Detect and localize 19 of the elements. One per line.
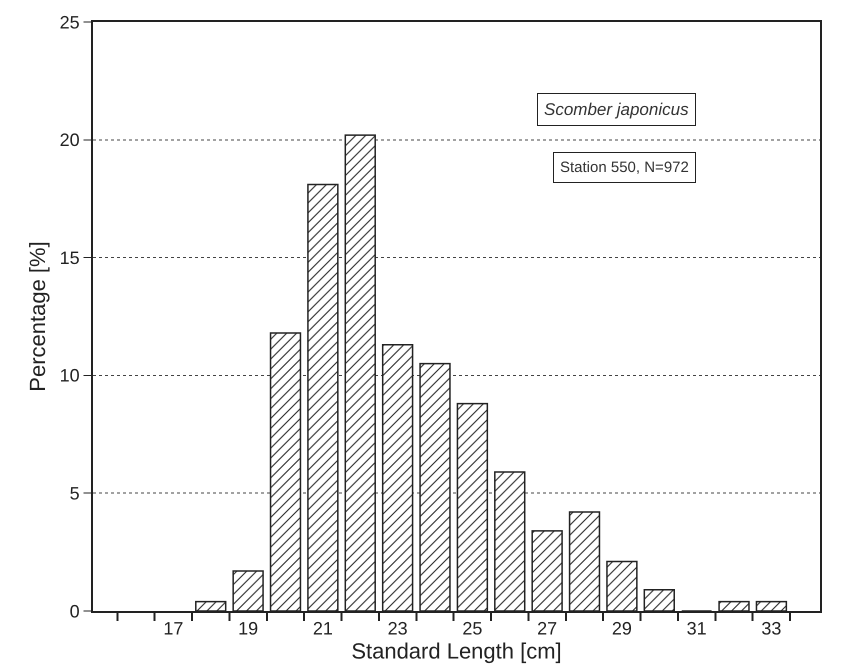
x-tick-label: 27 [537, 618, 558, 638]
annotation: Scomber japonicus [544, 100, 690, 119]
x-tick-label: 29 [612, 618, 632, 638]
annotation: Station 550, N=972 [560, 159, 689, 176]
y-tick-label: 5 [70, 484, 80, 504]
x-tick-label: 21 [312, 618, 333, 638]
y-tick-label: 0 [70, 601, 80, 622]
x-tick-label: 19 [238, 618, 258, 638]
y-tick-label: 25 [60, 12, 80, 32]
y-tick-label: 10 [60, 366, 80, 386]
x-tick-label: 33 [761, 618, 782, 638]
x-tick-label: 25 [462, 618, 482, 638]
y-tick-label: 15 [60, 248, 80, 268]
x-tick-label: 23 [388, 618, 408, 638]
y-tick-label: 20 [60, 130, 80, 150]
x-tick-label: 31 [686, 618, 707, 638]
x-tick-label: 17 [163, 618, 184, 638]
y-axis-title: Percentage [%] [24, 241, 50, 392]
x-axis-title: Standard Length [cm] [351, 638, 562, 664]
